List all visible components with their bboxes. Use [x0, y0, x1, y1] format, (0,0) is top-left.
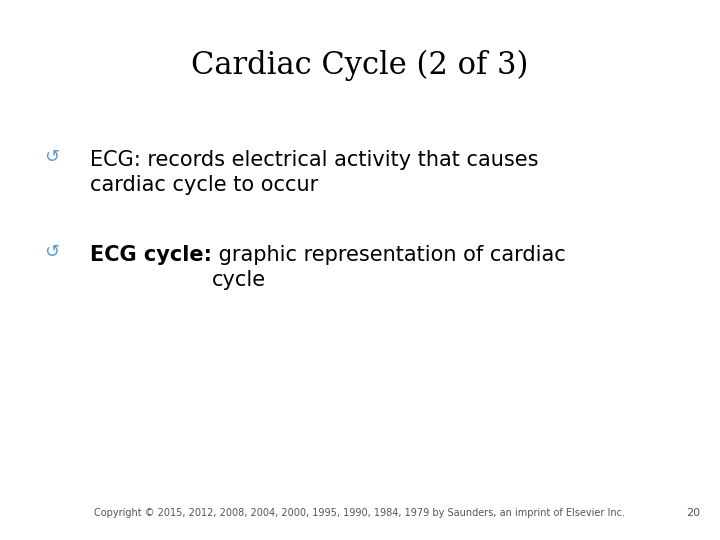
Text: Copyright © 2015, 2012, 2008, 2004, 2000, 1995, 1990, 1984, 1979 by Saunders, an: Copyright © 2015, 2012, 2008, 2004, 2000… [94, 508, 626, 518]
Text: graphic representation of cardiac
cycle: graphic representation of cardiac cycle [212, 245, 566, 290]
Text: ECG: records electrical activity that causes
cardiac cycle to occur: ECG: records electrical activity that ca… [90, 150, 539, 195]
Text: 20: 20 [686, 508, 700, 518]
Text: ↺: ↺ [45, 148, 60, 166]
Text: Cardiac Cycle (2 of 3): Cardiac Cycle (2 of 3) [192, 50, 528, 81]
Text: ECG cycle:: ECG cycle: [90, 245, 212, 265]
Text: ↺: ↺ [45, 243, 60, 261]
